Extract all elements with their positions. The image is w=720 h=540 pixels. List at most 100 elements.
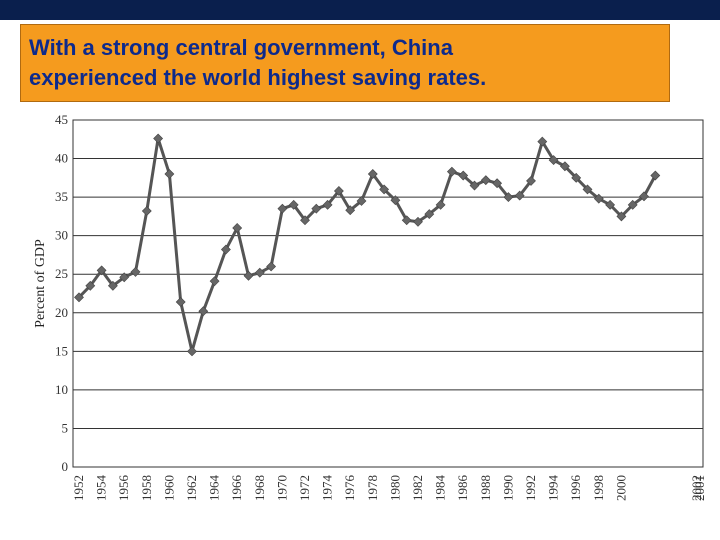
data-point bbox=[356, 196, 367, 206]
data-point bbox=[333, 186, 344, 196]
y-tick-label: 40 bbox=[55, 151, 68, 166]
data-point bbox=[424, 209, 435, 219]
data-point bbox=[119, 272, 130, 283]
data-point bbox=[187, 346, 197, 357]
x-tick-label: 1982 bbox=[410, 475, 425, 501]
y-tick-label: 5 bbox=[62, 420, 69, 435]
x-tick-label: 1958 bbox=[139, 475, 154, 501]
x-tick-label: 1970 bbox=[274, 475, 289, 501]
data-point bbox=[367, 169, 378, 179]
data-point bbox=[300, 215, 310, 226]
x-tick-label: 1978 bbox=[365, 475, 380, 501]
data-point bbox=[288, 199, 299, 210]
data-point bbox=[390, 195, 401, 206]
y-tick-label: 25 bbox=[55, 266, 68, 281]
series bbox=[74, 133, 661, 357]
data-point bbox=[311, 203, 322, 214]
data-point bbox=[401, 215, 412, 226]
y-tick-label: 35 bbox=[55, 189, 68, 204]
data-point bbox=[232, 223, 243, 233]
x-tick-label: 1992 bbox=[523, 475, 538, 501]
data-point bbox=[537, 136, 548, 147]
data-point bbox=[571, 172, 582, 183]
data-point bbox=[96, 265, 107, 276]
x-tick-label: 1986 bbox=[455, 475, 470, 502]
data-point bbox=[526, 175, 536, 186]
title-line-2: experienced the world highest saving rat… bbox=[29, 65, 487, 90]
x-tick-label: 1956 bbox=[116, 475, 131, 502]
top-bar bbox=[0, 0, 720, 20]
x-tick-label: 1954 bbox=[94, 475, 109, 502]
y-tick-label: 10 bbox=[55, 382, 68, 397]
data-point bbox=[480, 175, 491, 186]
series-line bbox=[77, 137, 657, 352]
x-tick-label: 1960 bbox=[161, 475, 176, 501]
gridlines bbox=[72, 119, 704, 468]
data-point bbox=[650, 170, 661, 181]
data-point bbox=[492, 178, 503, 189]
x-tick-label: 1994 bbox=[546, 475, 561, 502]
y-tick-label: 45 bbox=[55, 112, 68, 127]
data-point bbox=[593, 193, 604, 204]
x-tick-label: 2000 bbox=[613, 475, 628, 501]
data-point bbox=[130, 266, 141, 277]
data-point bbox=[107, 280, 118, 291]
data-point bbox=[616, 211, 627, 222]
data-point bbox=[627, 199, 638, 210]
data-point bbox=[322, 199, 333, 210]
data-point bbox=[446, 166, 457, 177]
data-point bbox=[345, 205, 356, 216]
y-tick-label: 30 bbox=[55, 228, 68, 243]
data-point bbox=[198, 306, 209, 317]
data-point bbox=[458, 170, 469, 181]
title-box: With a strong central government, China … bbox=[20, 24, 670, 102]
data-point bbox=[85, 280, 96, 291]
y-tick-label: 15 bbox=[55, 343, 68, 358]
data-point bbox=[514, 190, 525, 201]
x-tick-label: 2002 bbox=[689, 475, 704, 501]
title-line-1: With a strong central government, China bbox=[29, 35, 453, 60]
x-tick-label: 1952 bbox=[71, 475, 86, 501]
x-tick-label: 2001 bbox=[692, 475, 707, 501]
data-point bbox=[220, 244, 231, 255]
data-point bbox=[254, 267, 265, 278]
x-tick-label: 1996 bbox=[568, 475, 583, 502]
data-point bbox=[639, 191, 649, 202]
x-tick-label: 1990 bbox=[500, 475, 515, 501]
x-tick-label: 1976 bbox=[342, 475, 357, 502]
y-tick-labels: 0 5 10 15 20 25 30 35 40 45 bbox=[55, 112, 68, 474]
data-point bbox=[175, 297, 186, 307]
x-tick-label: 1966 bbox=[229, 475, 244, 502]
x-tick-label: 1962 bbox=[184, 475, 199, 501]
data-point bbox=[548, 155, 559, 166]
x-tick-labels: 1952 1954 1956 1958 1960 1962 1964 1966 1968 1970… bbox=[71, 475, 707, 502]
data-point bbox=[141, 206, 152, 216]
data-point bbox=[469, 180, 480, 191]
x-tick-label: 1980 bbox=[387, 475, 402, 501]
data-point bbox=[266, 261, 277, 272]
data-point bbox=[605, 199, 616, 210]
x-tick-label: 1974 bbox=[320, 475, 335, 502]
y-tick-label: 20 bbox=[55, 305, 68, 320]
data-point bbox=[435, 199, 446, 210]
data-point bbox=[277, 203, 288, 214]
data-point bbox=[503, 192, 514, 203]
data-point bbox=[379, 184, 390, 195]
data-point bbox=[209, 276, 220, 287]
x-tick-label: 1972 bbox=[297, 475, 312, 501]
data-point bbox=[413, 216, 423, 227]
data-point bbox=[164, 169, 175, 179]
x-tick-label: 1984 bbox=[433, 475, 448, 502]
y-axis-title: Percent of GDP bbox=[33, 239, 48, 328]
data-point bbox=[243, 270, 254, 281]
data-point bbox=[582, 184, 593, 195]
x-tick-label: 1998 bbox=[591, 475, 606, 501]
y-tick-label: 0 bbox=[62, 459, 69, 474]
data-point bbox=[559, 161, 570, 172]
x-tick-label: 1968 bbox=[252, 475, 267, 501]
x-tick-label: 1964 bbox=[207, 475, 222, 502]
x-tick-label: 1988 bbox=[478, 475, 493, 501]
data-point bbox=[74, 292, 84, 303]
data-point bbox=[153, 133, 164, 144]
